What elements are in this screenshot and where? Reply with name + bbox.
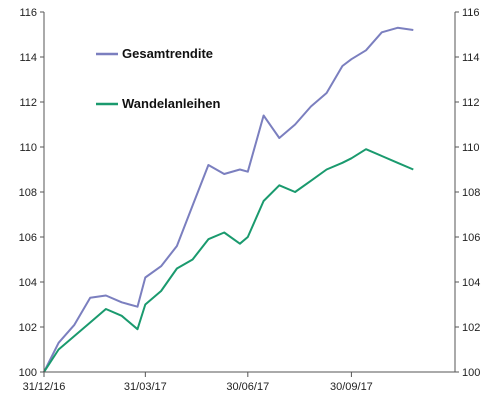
- right-y-tick-label: 104: [462, 277, 480, 289]
- series-line-wandelanleihen: [43, 148, 414, 373]
- x-tick-label: 30/06/17: [226, 381, 269, 393]
- legend-label-gesamtrendite: Gesamtrendite: [122, 46, 213, 61]
- left-y-tick-label: 116: [19, 7, 37, 19]
- right-y-tick-label: 108: [462, 187, 480, 199]
- left-y-tick-label: 106: [19, 232, 37, 244]
- left-y-tick-label: 104: [19, 277, 37, 289]
- right-y-tick-label: 114: [462, 52, 480, 64]
- series-layer: [43, 26, 414, 373]
- x-tick-label: 31/12/16: [23, 381, 66, 393]
- right-y-tick-label: 116: [462, 7, 480, 19]
- left-y-tick-label: 102: [19, 322, 37, 334]
- left-y-tick-label: 110: [19, 142, 37, 154]
- ticks-layer: 100 100 102 102 104 104 106 106 108 108 110 110 112 1…: [19, 7, 481, 393]
- right-y-tick-label: 106: [462, 232, 480, 244]
- right-y-tick-label: 100: [462, 367, 480, 379]
- right-y-tick-label: 102: [462, 322, 480, 334]
- left-y-tick-label: 108: [19, 187, 37, 199]
- left-y-tick-label: 112: [19, 97, 37, 109]
- x-tick-label: 31/03/17: [124, 381, 167, 393]
- left-y-tick-label: 100: [19, 367, 37, 379]
- series-line-gesamtrendite: [43, 26, 414, 373]
- left-y-tick-label: 114: [19, 52, 37, 64]
- x-tick-label: 30/09/17: [330, 381, 373, 393]
- legend-label-wandelanleihen: Wandelanleihen: [122, 96, 221, 111]
- right-y-tick-label: 112: [462, 97, 480, 109]
- legend: Gesamtrendite Wandelanleihen: [96, 46, 221, 111]
- right-y-tick-label: 110: [462, 142, 480, 154]
